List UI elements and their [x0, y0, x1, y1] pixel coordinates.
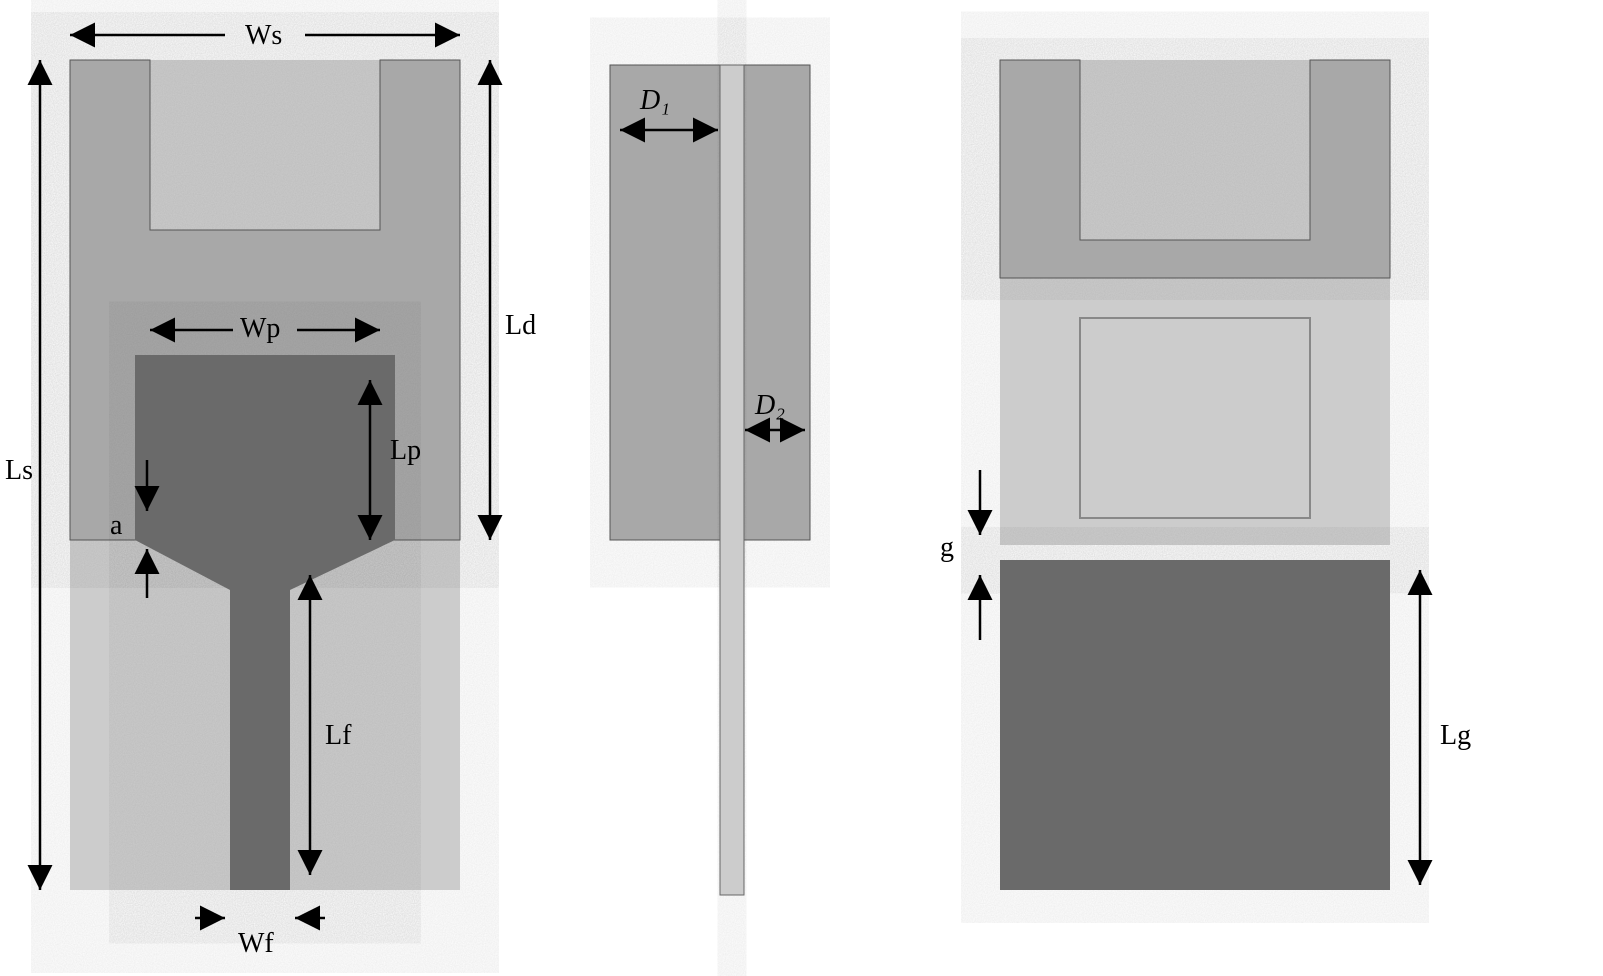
- label-Lp: Lp: [390, 435, 421, 467]
- label-Lf: Lf: [325, 720, 351, 752]
- diagram-canvas: Ws Ls Ld Wp Lp Lf a Wf D₁ D₂ g Lg: [0, 0, 1603, 976]
- label-Ls: Ls: [5, 455, 33, 487]
- label-Wp: Wp: [240, 313, 280, 345]
- label-Ld: Ld: [505, 310, 536, 342]
- label-Wf: Wf: [238, 928, 274, 960]
- label-a: a: [110, 510, 122, 542]
- label-Lg: Lg: [1440, 720, 1471, 752]
- label-Ws: Ws: [245, 20, 282, 52]
- label-D2: D₂: [755, 390, 785, 422]
- label-D1: D₁: [640, 85, 670, 117]
- diagram-svg: [0, 0, 1603, 976]
- label-g: g: [940, 532, 954, 564]
